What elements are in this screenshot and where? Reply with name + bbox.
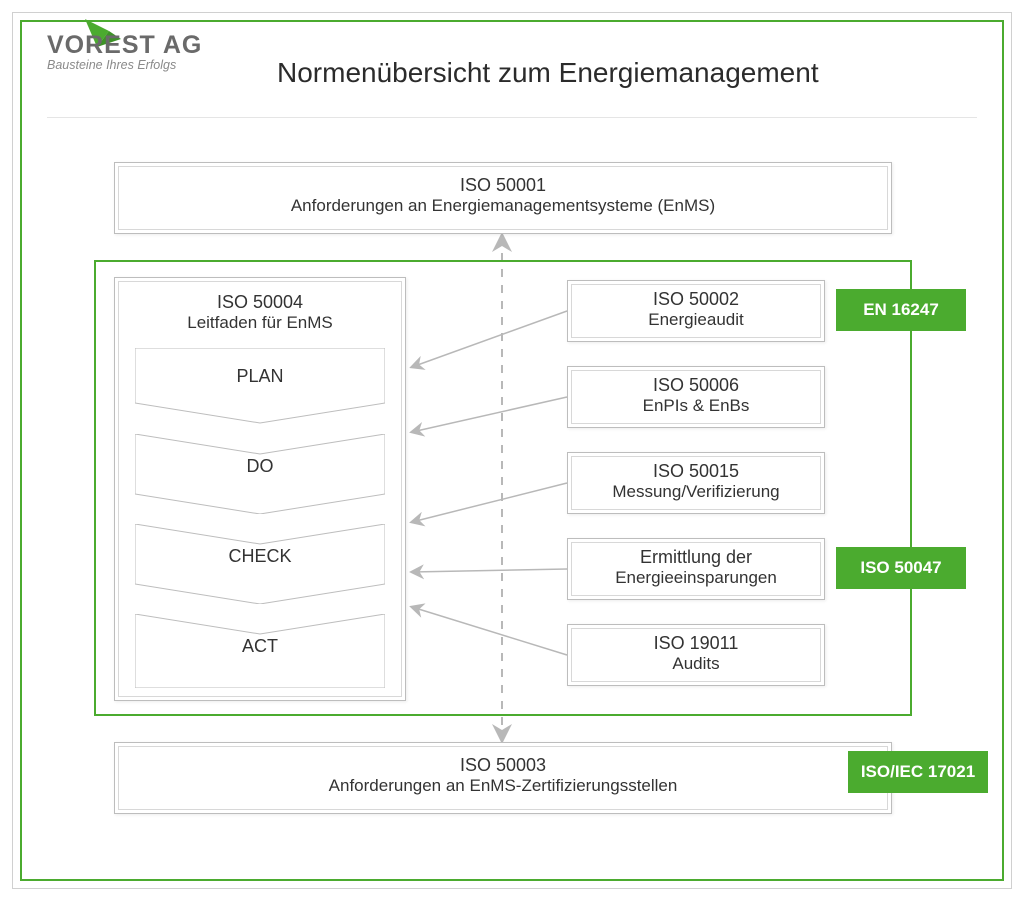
- pdca-plan-label: PLAN: [135, 366, 385, 387]
- box-iso50004-sub: Leitfaden für EnMS: [115, 313, 405, 333]
- box-iso50003: ISO 50003 Anforderungen an EnMS-Zertifiz…: [114, 742, 892, 814]
- box-iso50004-title: ISO 50004: [115, 292, 405, 313]
- right-box-1-sub: EnPIs & EnBs: [568, 396, 824, 416]
- right-box-0-title: ISO 50002: [568, 289, 824, 310]
- pdca-check-label: CHECK: [135, 546, 385, 567]
- right-box-4: ISO 19011Audits: [567, 624, 825, 686]
- divider: [47, 117, 977, 118]
- box-iso50001-sub: Anforderungen an Energiemanagementsystem…: [115, 196, 891, 216]
- logo-tagline: Bausteine Ihres Erfolgs: [47, 58, 202, 72]
- right-box-0: ISO 50002Energieaudit: [567, 280, 825, 342]
- pdca-act: ACT: [135, 614, 385, 693]
- tag-iso50047-label: ISO 50047: [860, 558, 941, 578]
- logo: VOREST AG Bausteine Ihres Erfolgs: [47, 17, 222, 77]
- right-box-2-title: ISO 50015: [568, 461, 824, 482]
- outer-frame: VOREST AG Bausteine Ihres Erfolgs Normen…: [12, 12, 1012, 889]
- tag-en16247: EN 16247: [836, 289, 966, 331]
- right-box-0-sub: Energieaudit: [568, 310, 824, 330]
- tag-iso17021: ISO/IEC 17021: [848, 751, 988, 793]
- tag-en16247-label: EN 16247: [863, 300, 939, 320]
- right-box-3: Ermittlung derEnergieeinsparungen: [567, 538, 825, 600]
- pdca-act-label: ACT: [135, 636, 385, 657]
- box-iso50001-title: ISO 50001: [115, 175, 891, 196]
- logo-brand: VOREST AG: [47, 31, 202, 60]
- right-box-2: ISO 50015Messung/Verifizierung: [567, 452, 825, 514]
- pdca-do: DO: [135, 434, 385, 519]
- green-frame: VOREST AG Bausteine Ihres Erfolgs Normen…: [20, 20, 1004, 881]
- right-box-4-title: ISO 19011: [568, 633, 824, 654]
- box-iso50003-title: ISO 50003: [115, 755, 891, 776]
- right-box-4-sub: Audits: [568, 654, 824, 674]
- page-title: Normenübersicht zum Energiemanagement: [277, 57, 819, 89]
- box-iso50001: ISO 50001 Anforderungen an Energiemanage…: [114, 162, 892, 234]
- pdca-do-label: DO: [135, 456, 385, 477]
- pdca-plan: PLAN: [135, 348, 385, 429]
- tag-iso17021-label: ISO/IEC 17021: [861, 762, 975, 782]
- tag-iso50047: ISO 50047: [836, 547, 966, 589]
- right-box-2-sub: Messung/Verifizierung: [568, 482, 824, 502]
- right-box-1: ISO 50006EnPIs & EnBs: [567, 366, 825, 428]
- right-box-3-sub: Energieeinsparungen: [568, 568, 824, 588]
- pdca-check: CHECK: [135, 524, 385, 609]
- box-iso50004: ISO 50004 Leitfaden für EnMS PLAN DO CHE…: [114, 277, 406, 701]
- box-iso50003-sub: Anforderungen an EnMS-Zertifizierungsste…: [115, 776, 891, 796]
- right-box-1-title: ISO 50006: [568, 375, 824, 396]
- right-box-3-title: Ermittlung der: [568, 547, 824, 568]
